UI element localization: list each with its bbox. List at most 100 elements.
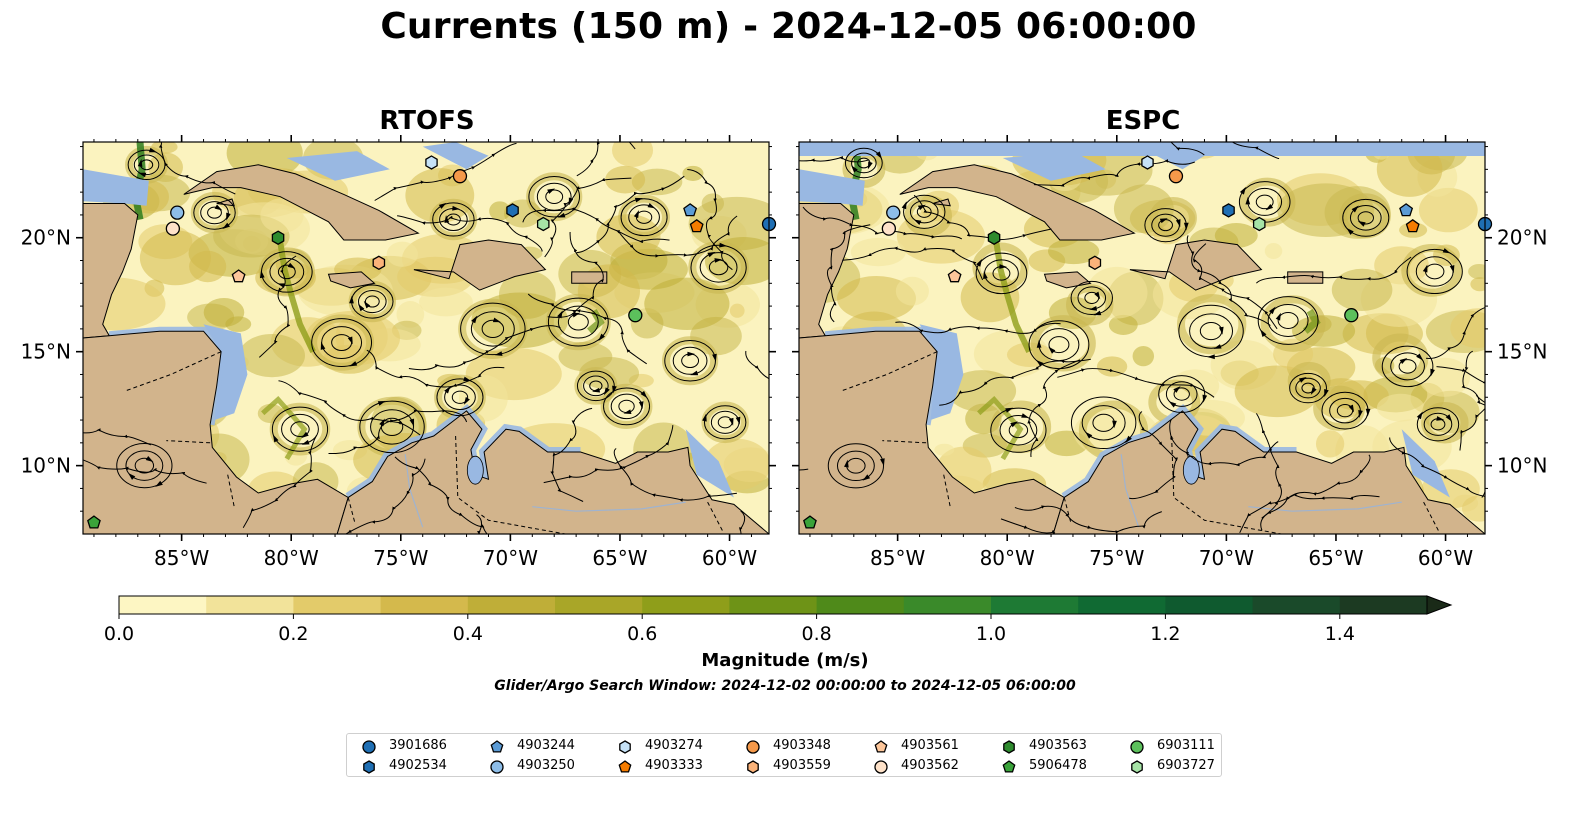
hexagon-marker-icon [619,740,631,754]
map-panel-espc: 85°W 80°W 75°W 70°W 65°W 60°W 20°N 15°N 10°N [792,135,1547,570]
pentagon-marker-icon [1002,760,1016,773]
figure-title: Currents (150 m) - 2024-12-05 06:00:00 [380,6,1197,47]
float-marker-4903244 [683,203,698,217]
legend-label: 6903727 [1157,758,1215,773]
colorbar-segment [293,596,382,614]
lat-tick-label: 15°N [1497,340,1547,364]
float-marker-5906478 [803,515,817,529]
colorbar-tick-label: 1.2 [1150,623,1180,645]
float-marker-4903348 [1168,169,1184,184]
pentagon-marker-icon [874,740,888,753]
colorbar-tick-label: 0.6 [627,623,657,645]
float-marker-4903563 [271,230,285,245]
legend-label: 4903559 [773,758,831,773]
colorbar-segment [903,596,992,614]
colorbar-tick-label: 0.4 [453,623,483,645]
colorbar-label: Magnitude (m/s) [701,650,869,671]
pentagon-marker-icon [618,760,632,773]
float-marker-4902534 [1222,203,1235,218]
float-marker-4903559 [372,255,386,271]
float-marker-4903333 [1405,218,1420,233]
panel-title-espc: ESPC [1105,106,1181,136]
lat-tick-label: 10°N [1497,454,1547,478]
float-marker-4903562 [881,221,897,236]
float-marker-6903111 [1344,308,1359,323]
colorbar-segment [1252,596,1341,614]
float-marker-4903274 [1141,155,1154,170]
lon-tick-label: 60°W [702,546,757,570]
hexagon-marker-icon [363,760,375,774]
lon-tick-label: 75°W [373,546,428,570]
lon-tick-label: 70°W [483,546,538,570]
float-marker-4902534 [506,203,519,218]
float-marker-4903559 [1088,255,1102,271]
hexagon-marker-icon [1003,740,1015,754]
lon-tick-label: 80°W [980,546,1035,570]
float-marker-4903244 [1399,203,1414,217]
legend-label: 4903250 [517,758,575,773]
lat-tick-label: 15°N [21,340,71,364]
legend-label: 3901686 [389,738,447,753]
legend-label: 4902534 [389,758,447,773]
colorbar-tick-label: 0.0 [104,623,134,645]
colorbar-segment [1078,596,1166,614]
colorbar-segment [467,596,556,614]
float-marker-4903562 [165,221,181,236]
circle-marker-icon [874,760,888,774]
legend-label: 4903563 [1029,738,1087,753]
pentagon-marker-icon [490,740,504,753]
legend-label: 4903561 [901,738,959,753]
float-marker-5906478 [87,515,101,529]
circle-marker-icon [362,740,376,754]
panel-title-rtofs: RTOFS [379,106,475,136]
lon-tick-label: 80°W [264,546,319,570]
colorbar-segment [1165,596,1254,614]
hexagon-marker-icon [747,760,759,774]
float-marker-4903348 [452,169,468,184]
legend-label: 4903333 [645,758,703,773]
float-marker-4903333 [689,218,704,233]
lon-tick-label: 85°W [870,546,925,570]
colorbar-segment [816,596,905,614]
lon-tick-label: 85°W [154,546,209,570]
colorbar-segment [1339,596,1428,614]
colorbar-segment [729,596,818,614]
colorbar-tick-label: 0.2 [278,623,308,645]
colorbar-tick-label: 1.4 [1325,623,1355,645]
float-marker-4903250 [886,205,901,220]
float-marker-4903563 [987,230,1001,245]
lon-tick-label: 60°W [1418,546,1473,570]
colorbar-segment [555,596,643,614]
hexagon-marker-icon [1131,760,1143,774]
circle-marker-icon [746,740,760,754]
float-legend: 3901686 4902534 4903244 4903250 4903274 49033… [346,733,1222,777]
search-window-subtitle: Glider/Argo Search Window: 2024-12-02 00… [494,678,1076,694]
legend-label: 4903244 [517,738,575,753]
legend-label: 4903562 [901,758,959,773]
circle-marker-icon [1130,740,1144,754]
legend-label: 4903274 [645,738,703,753]
lat-tick-label: 10°N [21,454,71,478]
colorbar-segment [380,596,469,614]
circle-marker-icon [490,760,504,774]
legend-label: 6903111 [1157,738,1215,753]
lon-tick-label: 65°W [1308,546,1363,570]
colorbar-tick-label: 0.8 [801,623,831,645]
float-marker-4903561 [947,269,962,283]
lon-tick-label: 65°W [592,546,647,570]
colorbar-tick-label: 1.0 [976,623,1006,645]
float-marker-6903727 [536,216,550,232]
float-marker-6903111 [628,308,643,323]
map-panel-rtofs: 85°W 80°W 75°W 70°W 65°W 60°W 20°N 15°N 10°N [21,135,777,570]
float-marker-6903727 [1252,216,1266,232]
lon-tick-label: 75°W [1089,546,1144,570]
colorbar-segment [642,596,730,614]
lat-tick-label: 20°N [1497,226,1547,250]
lon-tick-label: 70°W [1199,546,1254,570]
legend-label: 4903348 [773,738,831,753]
float-marker-4903250 [170,205,185,220]
colorbar: 0.0 0.2 0.4 0.6 0.8 1.0 1.2 1.4 [104,595,1453,645]
legend-label: 5906478 [1029,758,1087,773]
colorbar-segment [991,596,1079,614]
